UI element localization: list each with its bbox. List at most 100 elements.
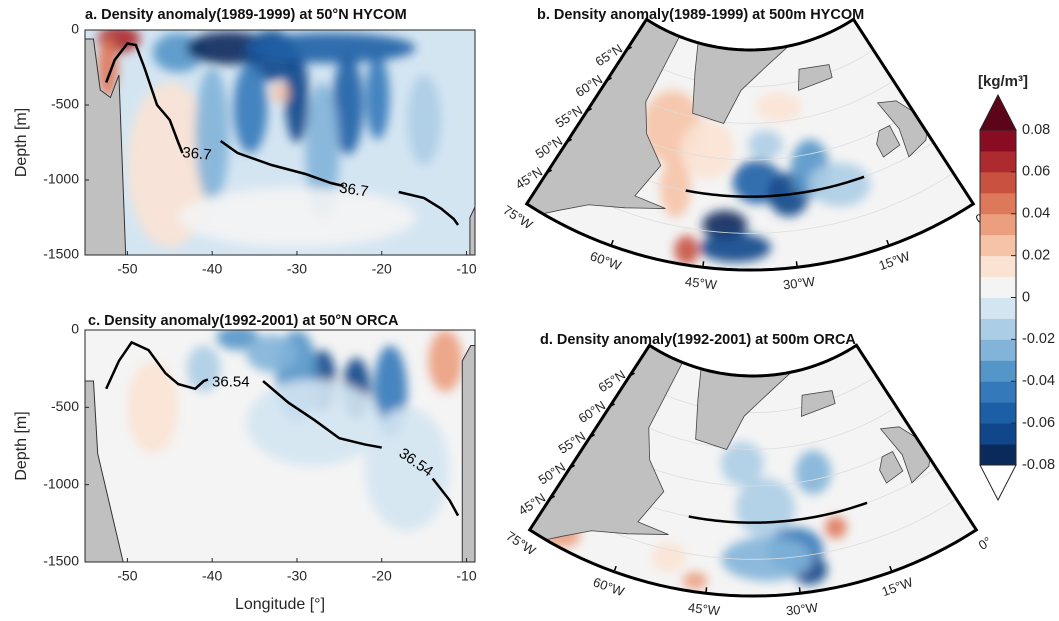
x-tick-label: -40 — [202, 568, 222, 584]
anomaly-patch — [246, 334, 297, 372]
x-tick-label: -40 — [202, 261, 222, 277]
map-boundary — [527, 343, 979, 598]
x-tick — [889, 565, 893, 573]
contour-label: 36.54 — [212, 374, 250, 391]
topography — [85, 38, 127, 255]
x-tick — [529, 524, 534, 531]
x-tick-label: -30 — [287, 568, 307, 584]
colorbar-tick-label: -0.06 — [1022, 415, 1055, 431]
y-tick-label: -1000 — [43, 475, 79, 491]
contour-label: 36.7 — [338, 180, 369, 201]
plot-area — [85, 30, 475, 255]
anomaly-patch — [332, 55, 364, 155]
section-line — [688, 501, 868, 524]
x-tick-label: -20 — [372, 261, 392, 277]
colorbar-extend-low — [979, 464, 1017, 502]
y-tick-label: -500 — [51, 96, 79, 112]
anomaly-patch — [720, 441, 764, 486]
y-tick — [629, 372, 635, 377]
y-tick-label: 0 — [71, 21, 79, 37]
anomaly-patch — [680, 120, 735, 179]
anomaly-patch — [365, 55, 390, 140]
land — [801, 390, 836, 418]
land — [876, 125, 901, 158]
colorbar-band — [980, 192, 1016, 215]
x-tick-label: -30 — [287, 261, 307, 277]
field — [127, 330, 463, 532]
anomaly-patch — [702, 210, 748, 240]
colorbar-band — [980, 444, 1016, 466]
x-tick-label: 45°W — [687, 600, 721, 619]
land — [798, 64, 833, 92]
x-tick-label: -20 — [372, 568, 392, 584]
anomaly-patch — [178, 187, 416, 248]
y-tick — [586, 107, 592, 113]
x-tick-label: 60°W — [591, 574, 627, 599]
anomaly-patch — [271, 84, 289, 102]
y-tick-label: -500 — [51, 398, 79, 414]
y-tick — [546, 169, 553, 174]
graticule — [626, 49, 874, 88]
anomaly-patch — [364, 407, 450, 532]
graticule — [629, 375, 877, 414]
colorbar-band — [980, 297, 1016, 319]
colorbar-band — [980, 402, 1016, 424]
map-area — [529, 345, 977, 596]
panel-title: c. Density anomaly(1992-2001) at 50°N OR… — [88, 313, 399, 329]
contour-label: 36.7 — [182, 144, 213, 163]
isopycnal-line — [105, 42, 460, 226]
colorbar-tick-label: -0.02 — [1022, 331, 1055, 347]
map-area — [526, 19, 974, 270]
x-tick-label: -50 — [117, 568, 137, 584]
isopycnal-line — [105, 340, 460, 517]
anomaly-patch — [747, 130, 783, 160]
colorbar-tick-label: 0 — [1022, 289, 1030, 305]
x-tick-label: 0° — [976, 534, 995, 553]
anomaly-patch — [97, 37, 119, 98]
y-tick — [569, 464, 576, 469]
anomaly-patch — [674, 235, 699, 265]
colorbar-band — [980, 276, 1016, 298]
colorbar-band — [980, 381, 1016, 403]
anomaly-patch — [407, 75, 442, 165]
panel-title: b. Density anomaly(1989-1999) at 500m HY… — [537, 7, 864, 23]
panel-title: a. Density anomaly(1989-1999) at 50°N HY… — [85, 7, 407, 23]
x-tick-label: -50 — [117, 261, 137, 277]
y-axis-label: Depth [m] — [13, 108, 30, 177]
anomaly-patch — [825, 516, 847, 539]
anomaly-patch — [216, 330, 259, 351]
colorbar-band — [980, 360, 1016, 382]
land — [695, 360, 798, 450]
x-tick-label: 30°W — [785, 600, 819, 619]
x-tick-label: 15°W — [880, 574, 916, 599]
topography — [469, 206, 475, 255]
colorbar-tick-label: 0.06 — [1022, 164, 1050, 180]
anomaly-patch — [246, 379, 382, 467]
anomaly-patch — [755, 92, 802, 122]
colorbar-band — [980, 339, 1016, 361]
anomaly-patch — [795, 450, 832, 495]
anomaly-patch — [428, 330, 463, 392]
colorbar-tick-label: 0.08 — [1022, 122, 1050, 138]
anomaly-patch — [246, 33, 416, 63]
graticule — [609, 406, 897, 450]
y-tick — [609, 403, 615, 408]
colorbar-label: [kg/m³] — [978, 73, 1028, 90]
x-tick — [610, 239, 614, 247]
y-tick-label: -1500 — [43, 246, 79, 262]
anomaly-patch — [195, 67, 230, 203]
x-tick — [886, 239, 890, 247]
x-tick-label: 30°W — [782, 274, 816, 293]
y-tick-label: -1000 — [43, 171, 79, 187]
colorbar-extend-high — [979, 93, 1017, 131]
colorbar-band — [980, 255, 1016, 278]
y-tick — [589, 433, 595, 439]
anomaly-patch — [699, 233, 771, 263]
colorbar-band — [980, 130, 1016, 152]
colorbar-band — [980, 318, 1016, 340]
land — [879, 451, 904, 484]
colorbar-band — [980, 150, 1016, 173]
colorbar-band — [980, 234, 1016, 257]
colorbar-tick-label: 0.02 — [1022, 247, 1050, 263]
